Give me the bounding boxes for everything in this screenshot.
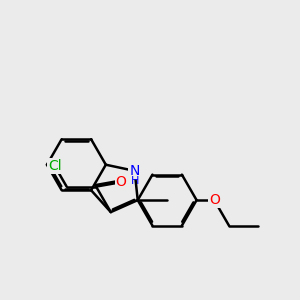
Text: Cl: Cl	[48, 159, 62, 173]
Text: O: O	[116, 175, 127, 189]
Text: N: N	[129, 164, 140, 178]
Text: O: O	[209, 193, 220, 207]
Text: H: H	[130, 176, 139, 186]
